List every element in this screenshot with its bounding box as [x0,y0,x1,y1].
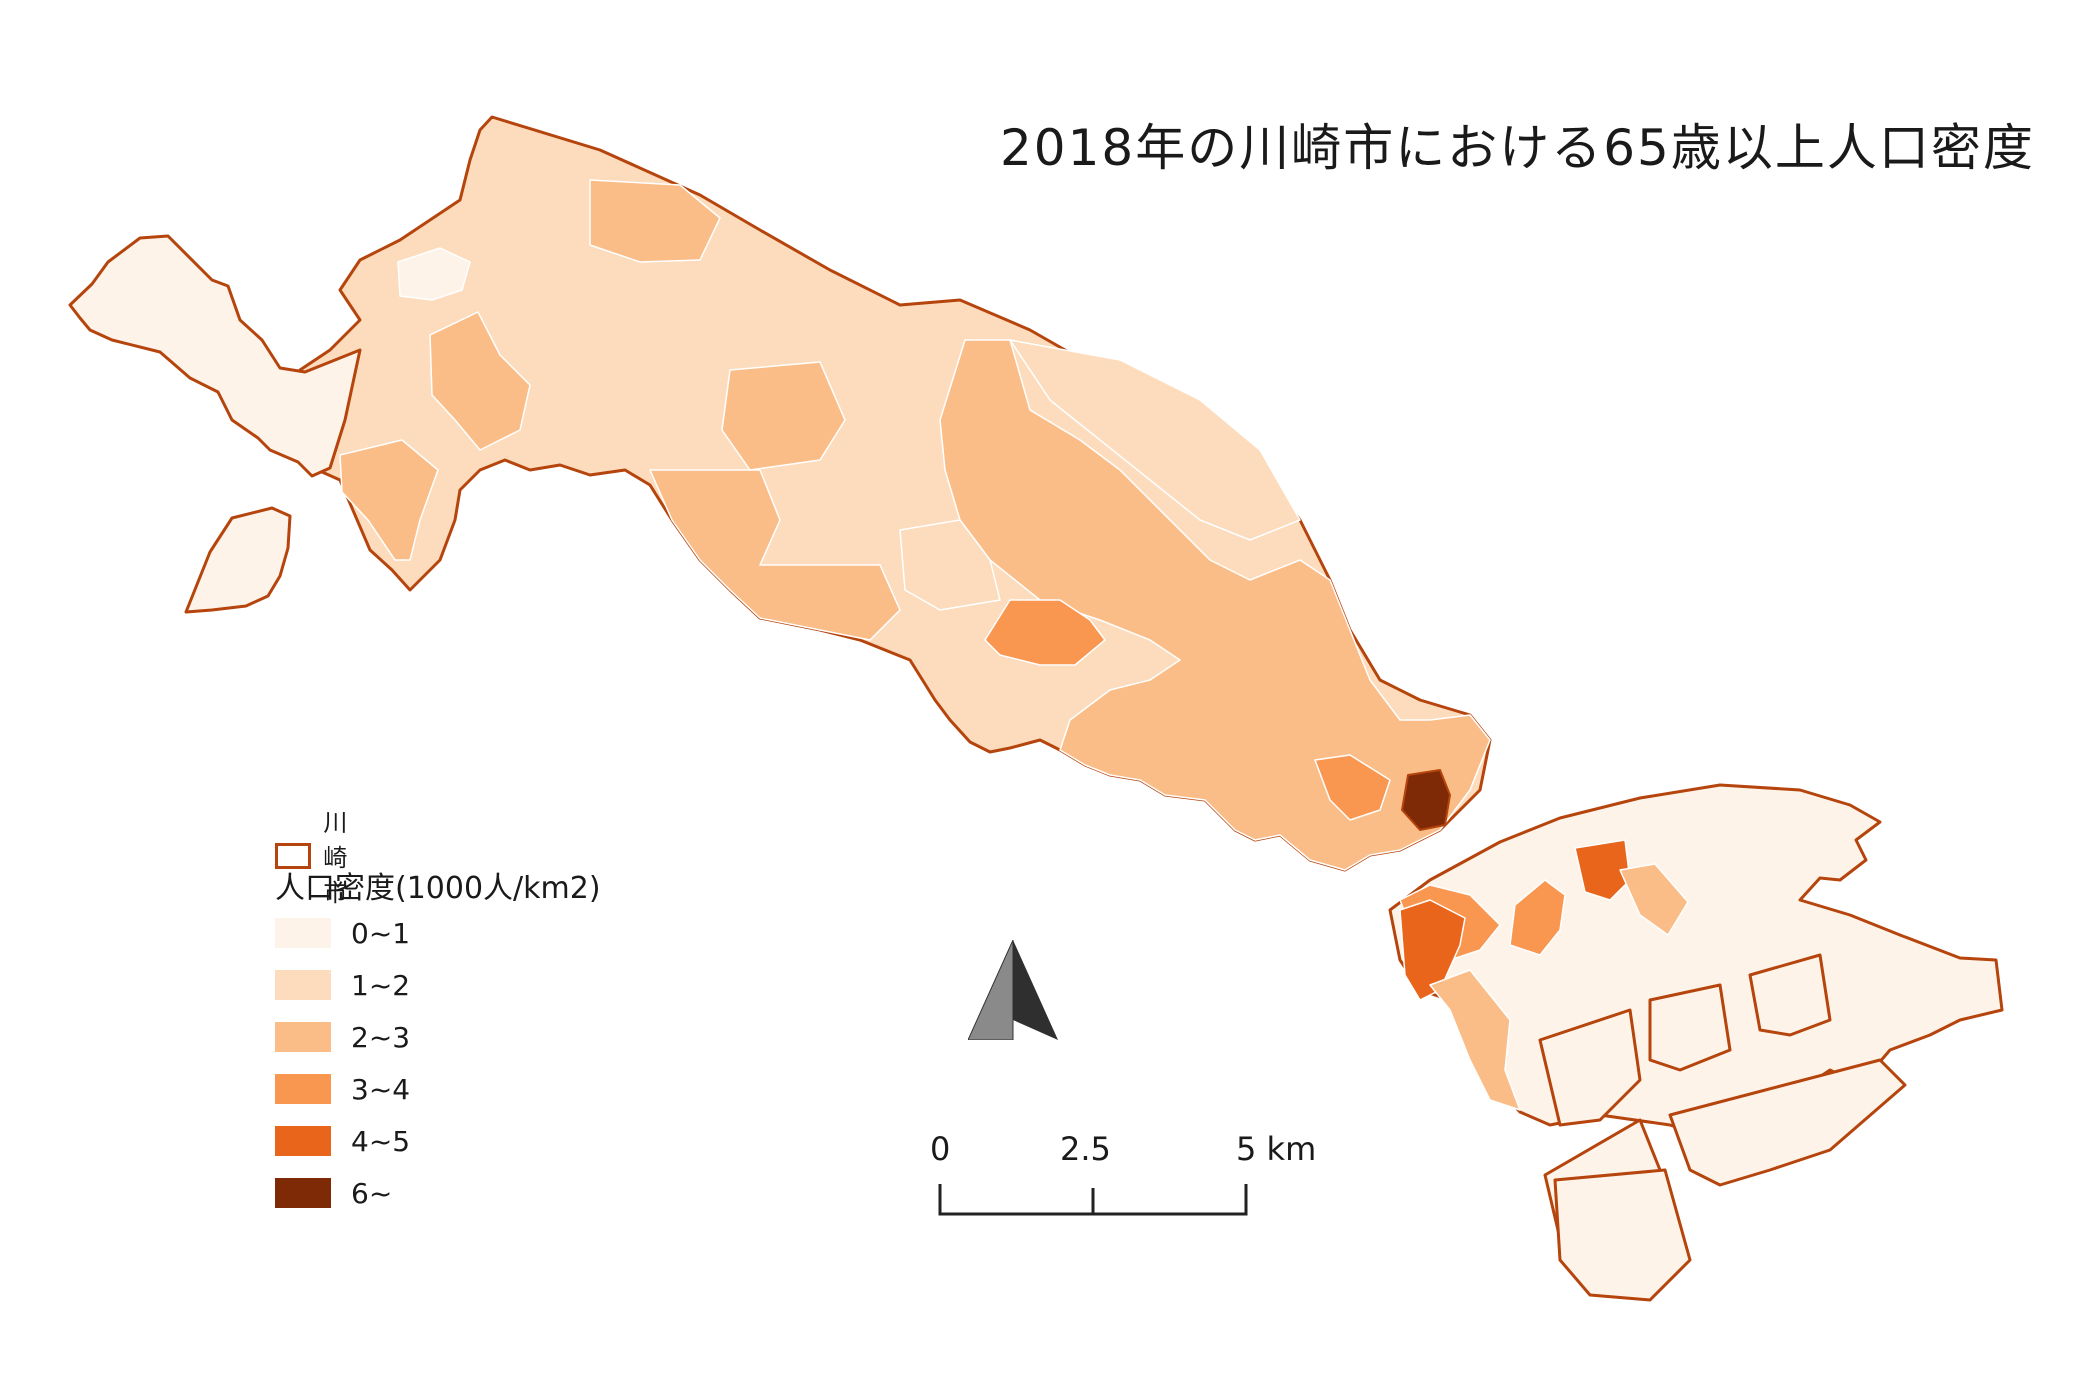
legend-label: 0~1 [351,916,411,950]
legend-swatch [275,970,331,1000]
district-3-4-d [1509,879,1566,956]
district-2-3-f [939,339,1491,871]
district-1-2-east [1009,339,1301,541]
pier-1 [1538,1008,1642,1127]
legend-item: 3~4 [275,1063,410,1115]
district-north-pocket [397,247,471,301]
legend-classes: 0~1 1~2 2~3 3~4 4~5 6~ [275,907,410,1219]
district-3-4-b [1314,754,1391,821]
legend-swatch [275,1126,331,1156]
district-2-3-e [649,469,901,641]
scale-label-2-5: 2.5 [1060,1130,1111,1168]
legend-boundary-row: 川崎市 [275,803,367,908]
district-6-plus [1401,769,1451,831]
district-island [184,506,292,614]
scalebar-line [938,1184,1248,1216]
legend-swatch [275,1074,331,1104]
north-arrow-icon [968,940,1058,1040]
district-1-2-mid [899,519,1001,611]
district-2-3-d [721,361,846,471]
legend-label: 3~4 [351,1072,411,1106]
pier-2 [1648,983,1732,1072]
district-2-3-h [1619,863,1689,936]
scale-label-0: 0 [930,1130,951,1168]
legend-label: 1~2 [351,968,411,1002]
legend-swatch [275,1022,331,1052]
pier-3 [1748,953,1832,1037]
district-3-4-a [984,599,1106,666]
district-2-3-a [429,311,531,451]
district-4-5-b [1574,839,1631,901]
district-2-3-c [589,179,721,263]
legend-item: 2~3 [275,1011,410,1063]
boundary-label: 川崎市 [323,809,348,907]
legend-item: 6~ [275,1167,410,1219]
legend-label: 4~5 [351,1124,411,1158]
pier-5 [1668,1058,1907,1187]
legend-item: 4~5 [275,1115,410,1167]
map-title: 2018年の川崎市における65歳以上人口密度 [1000,119,2035,177]
district-west [68,234,362,478]
scale-label-5km: 5 km [1236,1130,1317,1168]
district-2-3-g [1429,969,1521,1111]
legend-swatch [275,1178,331,1208]
legend-label: 2~3 [351,1020,411,1054]
legend-label: 6~ [351,1176,393,1210]
kawasaki-city-map [68,115,2004,1302]
district-4-5-a [1399,899,1466,1001]
north-arrow-right-half [1013,940,1058,1040]
boundary-swatch [275,842,312,869]
district-2-3-b [339,439,439,561]
legend-item: 1~2 [275,959,410,1011]
legend-item: 0~1 [275,907,410,959]
north-arrow-left-half [968,940,1014,1040]
legend-swatch [275,918,331,948]
pier-6 [1553,1168,1692,1302]
legend-title: 人口密度(1000人/km2) [275,871,601,906]
